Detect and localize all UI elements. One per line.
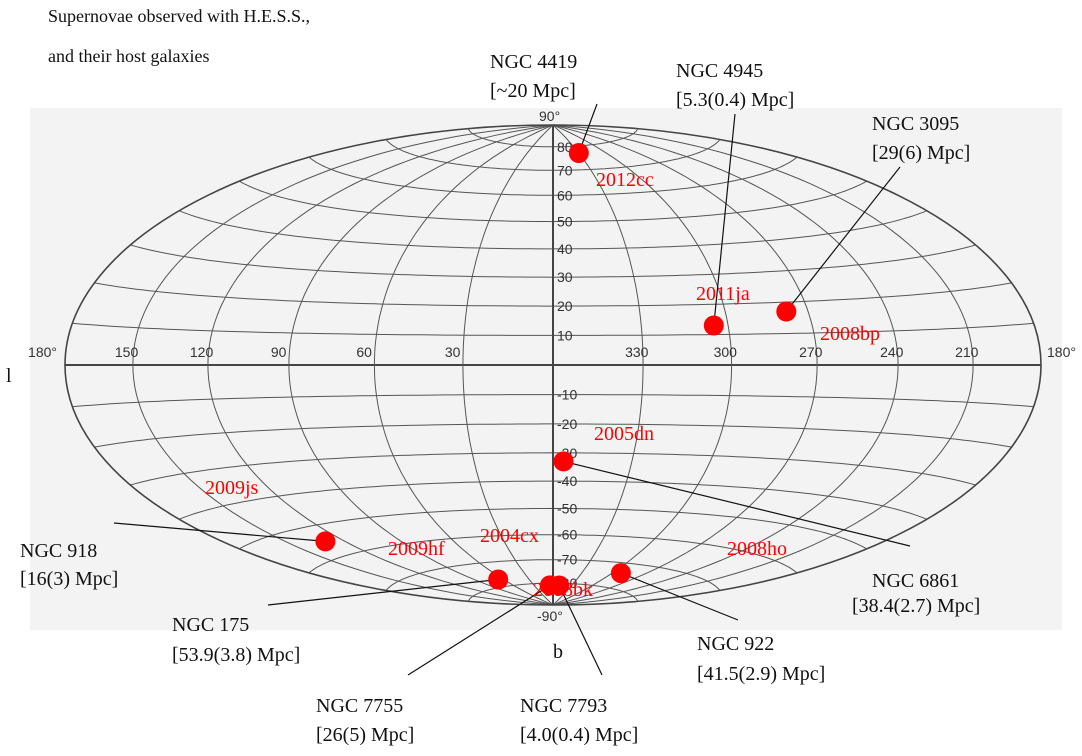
x-tick-label: 120 xyxy=(190,344,214,360)
leader-line xyxy=(620,572,739,621)
leader-line xyxy=(785,166,901,312)
y-tick-label: -90° xyxy=(537,608,563,624)
supernova-label: 2012cc xyxy=(596,169,654,191)
meridian-line xyxy=(132,124,554,606)
meridian-line xyxy=(462,124,554,606)
supernova-marker xyxy=(568,143,589,163)
y-tick-label: -50 xyxy=(557,500,577,516)
galaxy-distance-label: [29(6) Mpc] xyxy=(872,142,970,164)
supernova-label: 2008bk xyxy=(533,579,593,601)
x-tick-label: 90 xyxy=(271,344,287,360)
leader-line xyxy=(713,113,736,326)
host-galaxy-label: NGC 4945 xyxy=(676,60,763,82)
y-tick-label: -70 xyxy=(557,552,577,568)
leader-line xyxy=(407,584,551,676)
x-tick-label: 270 xyxy=(799,344,823,360)
title-line-1: Supernovae observed with H.E.S.S., xyxy=(48,6,310,26)
x-tick-label: 330 xyxy=(625,344,649,360)
host-galaxy-label: NGC 7755 xyxy=(316,695,403,717)
y-axis-label: b xyxy=(553,641,563,663)
meridian-line xyxy=(552,124,644,606)
supernova-label: 2009hf xyxy=(388,538,445,560)
supernova-label: 2004cx xyxy=(480,525,539,547)
y-tick-label: -40 xyxy=(557,473,577,489)
galaxy-distance-label: [16(3) Mpc] xyxy=(20,568,118,590)
supernova-label: 2005dn xyxy=(594,423,654,445)
leader-line xyxy=(113,522,326,542)
x-axis-label: l xyxy=(6,365,12,387)
y-tick-label: 90° xyxy=(539,108,560,124)
host-galaxy-label: NGC 3095 xyxy=(872,113,959,135)
supernova-markers xyxy=(315,143,797,596)
y-tick-label: 30 xyxy=(557,269,573,285)
supernova-label: 2009js xyxy=(205,477,259,499)
supernova-marker xyxy=(703,315,724,336)
supernova-label: 2008bp xyxy=(820,323,880,345)
galaxy-distance-label: [41.5(2.9) Mpc] xyxy=(697,663,825,685)
supernova-label: 2011ja xyxy=(696,283,750,305)
leader-lines xyxy=(113,103,911,676)
x-tick-label: 240 xyxy=(880,344,904,360)
x-tick-label: 60 xyxy=(356,344,372,360)
map-outline xyxy=(64,124,1042,606)
y-tick-label: 10 xyxy=(557,327,573,343)
galaxy-distance-label: [53.9(3.8) Mpc] xyxy=(172,644,300,666)
y-tick-label: 50 xyxy=(557,214,573,230)
galaxy-distance-label: [38.4(2.7) Mpc] xyxy=(852,595,980,617)
supernova-marker xyxy=(488,569,509,590)
leader-line xyxy=(558,585,603,676)
host-galaxy-label: NGC 918 xyxy=(20,540,97,562)
supernova-marker xyxy=(776,301,797,322)
leader-line xyxy=(563,460,911,547)
projection-grid xyxy=(64,124,1042,606)
leader-line xyxy=(267,578,499,606)
y-tick-label: -60 xyxy=(557,527,577,543)
galaxy-distance-label: [4.0(0.4) Mpc] xyxy=(520,724,638,746)
meridian-line xyxy=(552,124,818,606)
y-tick-label: 20 xyxy=(557,298,573,314)
meridian-line xyxy=(207,124,554,606)
supernova-label: 2008ho xyxy=(727,538,787,560)
host-galaxy-label: NGC 922 xyxy=(697,633,774,655)
meridian-line xyxy=(288,124,554,606)
annotation-labels: 2012cc NGC 4419 [~20 Mpc] 2011ja NGC 4945 [5.… xyxy=(20,51,980,746)
y-tick-label: -20 xyxy=(557,416,577,432)
supernova-marker xyxy=(553,451,574,472)
supernova-marker xyxy=(549,575,570,596)
galaxy-distance-label: [~20 Mpc] xyxy=(490,80,576,102)
x-tick-label: 180° xyxy=(28,344,57,360)
host-galaxy-label: NGC 6861 xyxy=(872,570,959,592)
meridian-line xyxy=(373,124,554,606)
galaxy-distance-label: [26(5) Mpc] xyxy=(316,724,414,746)
meridian-line xyxy=(552,124,974,606)
x-tick-label: 180° xyxy=(1047,344,1076,360)
meridian-line xyxy=(552,124,899,606)
supernova-marker xyxy=(610,563,631,584)
host-galaxy-label: NGC 7793 xyxy=(520,695,607,717)
y-tick-label: 70 xyxy=(557,162,573,178)
y-tick-label: 80 xyxy=(557,139,573,155)
tick-labels: 180° 150 120 90 60 30 330 300 270 240 210 180° 90° 80… xyxy=(28,108,1076,624)
supernova-marker xyxy=(315,531,336,552)
y-tick-label: -10 xyxy=(557,387,577,403)
x-tick-label: 30 xyxy=(445,344,461,360)
title-line-2: and their host galaxies xyxy=(48,46,209,66)
host-galaxy-label: NGC 175 xyxy=(172,614,249,636)
x-tick-label: 210 xyxy=(955,344,979,360)
meridian-line xyxy=(552,124,733,606)
map-background xyxy=(30,108,1062,630)
galaxy-distance-label: [5.3(0.4) Mpc] xyxy=(676,89,794,111)
y-tick-label: 40 xyxy=(557,241,573,257)
y-tick-label: 60 xyxy=(557,187,573,203)
x-tick-label: 300 xyxy=(714,344,738,360)
host-galaxy-label: NGC 4419 xyxy=(490,51,577,73)
x-tick-label: 150 xyxy=(115,344,139,360)
